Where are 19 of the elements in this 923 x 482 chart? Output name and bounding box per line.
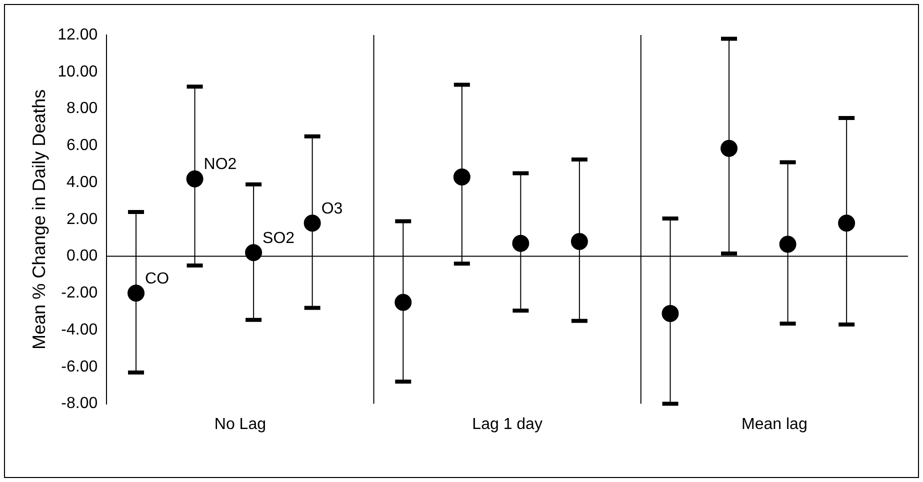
y-tick-label: 10.00 — [58, 63, 98, 80]
x-tick-label: Lag 1 day — [472, 416, 542, 433]
x-tick-label: No Lag — [214, 416, 266, 433]
series-label: CO — [145, 270, 170, 288]
y-tick-label: 8.00 — [66, 100, 98, 118]
y-tick-label: 6.00 — [66, 137, 98, 154]
y-tick-label: 4.00 — [66, 174, 98, 191]
y-tick-label: -8.00 — [61, 395, 98, 412]
series-label: NO2 — [204, 156, 237, 174]
series-label: SO2 — [262, 230, 295, 247]
series-label: O3 — [321, 200, 343, 218]
y-axis-title: Mean % Change in Daily Deaths — [28, 89, 49, 350]
x-tick-label: Mean lag — [742, 416, 808, 433]
y-tick-label: 2.00 — [66, 210, 98, 228]
y-tick-label: 0.00 — [66, 248, 98, 265]
y-tick-label: -6.00 — [61, 358, 98, 376]
y-tick-label: 12.00 — [58, 26, 98, 44]
y-tick-label: -4.00 — [61, 321, 98, 338]
y-tick-label: -2.00 — [61, 284, 98, 302]
